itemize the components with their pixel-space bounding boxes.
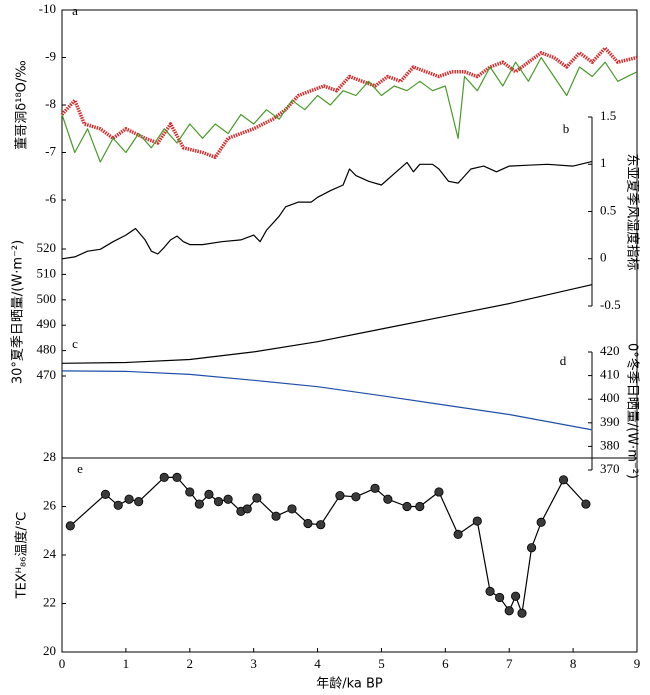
- x-tick-label: 0: [59, 656, 66, 671]
- x-tick-label: 7: [506, 656, 513, 671]
- y-tick-label: 0.5: [600, 202, 616, 217]
- y-tick-label: 28: [43, 449, 56, 464]
- y-tick-label: 490: [37, 316, 57, 331]
- y-tick-label: -7: [45, 143, 56, 158]
- data-point: [185, 487, 195, 497]
- data-point: [287, 504, 297, 514]
- x-tick-label: 2: [187, 656, 194, 671]
- data-line: [60, 46, 638, 159]
- y-tick-label: 26: [43, 497, 57, 512]
- y-tick-label: -6: [45, 191, 56, 206]
- data-point: [204, 489, 214, 499]
- y-tick-label: 1.5: [600, 108, 616, 123]
- data-point: [213, 497, 224, 507]
- data-point: [223, 494, 233, 504]
- data-point: [495, 592, 505, 603]
- data-line: [61, 370, 593, 431]
- data-point: [65, 521, 75, 531]
- data-point: [511, 591, 521, 601]
- panel-letter: a: [72, 3, 78, 18]
- data-point: [472, 516, 482, 526]
- data-point: [113, 500, 123, 510]
- data-point: [415, 501, 425, 512]
- plot-frame: [61, 9, 638, 653]
- data-point: [370, 483, 380, 493]
- y-tick-label: -10: [39, 1, 56, 16]
- data-point: [316, 520, 326, 530]
- y-tick-label: 380: [600, 437, 620, 452]
- panel-letter: b: [563, 121, 570, 136]
- data-point: [351, 492, 361, 502]
- data-point: [526, 543, 537, 553]
- y-tick-label: 500: [37, 291, 57, 306]
- data-point: [517, 608, 527, 618]
- data-line: [69, 476, 587, 614]
- y-tick-label: -8: [45, 96, 56, 111]
- data-point: [271, 511, 281, 521]
- y-axis-title: 董哥洞δ¹⁸O/‰: [15, 60, 30, 149]
- y-tick-label: 22: [43, 594, 56, 609]
- data-point: [581, 499, 591, 509]
- y-tick-label: 410: [600, 367, 620, 382]
- y-tick-label: 400: [600, 390, 620, 405]
- data-point: [434, 487, 444, 497]
- panel-letter: d: [560, 353, 567, 368]
- y-tick-label: 1: [600, 155, 607, 170]
- data-point: [252, 493, 262, 503]
- x-tick-label: 1: [123, 656, 130, 671]
- data-point: [536, 517, 546, 527]
- data-point: [504, 606, 514, 616]
- panel-letter: c: [72, 336, 78, 351]
- y-tick-label: 24: [43, 546, 57, 561]
- y-tick-label: 510: [37, 265, 57, 280]
- x-tick-label: 8: [570, 656, 577, 671]
- panel-letter: e: [77, 461, 83, 476]
- data-line: [61, 56, 638, 163]
- x-tick-label: 9: [634, 656, 641, 671]
- y-axis-title: 30°夏季日晒量/(W·m⁻²): [11, 240, 26, 384]
- data-point: [159, 472, 169, 482]
- data-point: [402, 501, 412, 512]
- x-tick-label: 3: [250, 656, 257, 671]
- y-tick-label: 480: [37, 342, 57, 357]
- y-tick-label: 370: [600, 461, 620, 476]
- y-tick-label: 470: [37, 367, 57, 382]
- data-point: [335, 490, 345, 501]
- y-tick-label: 20: [43, 643, 56, 658]
- data-point: [100, 489, 111, 499]
- x-tick-label: 4: [314, 656, 321, 671]
- data-point: [124, 494, 134, 504]
- y-tick-label: 390: [600, 414, 620, 429]
- data-point: [485, 586, 495, 596]
- data-point: [134, 497, 144, 507]
- data-point: [558, 475, 569, 485]
- y-axis-title: 0°冬季日晒量/(W·m⁻²): [625, 343, 641, 479]
- x-tick-label: 5: [378, 656, 385, 671]
- data-point: [303, 518, 313, 529]
- data-point: [453, 529, 463, 539]
- y-tick-label: -9: [45, 48, 56, 63]
- x-tick-label: 6: [442, 656, 449, 671]
- data-point: [194, 499, 204, 509]
- data-point: [242, 504, 252, 514]
- y-tick-label: 420: [600, 343, 620, 358]
- data-point: [383, 494, 393, 504]
- x-axis-title: 年龄/ka BP: [316, 677, 383, 692]
- y-axis-title: 东亚夏季风湿度指标: [625, 153, 641, 270]
- y-axis-title: TEXᴴ₈₆温度/℃: [14, 512, 30, 600]
- data-line: [61, 284, 593, 364]
- y-tick-label: 0: [600, 250, 607, 265]
- y-tick-label: 520: [37, 240, 57, 255]
- y-tick-label: -0.5: [600, 297, 621, 312]
- data-point: [172, 472, 182, 482]
- data-line: [61, 160, 593, 260]
